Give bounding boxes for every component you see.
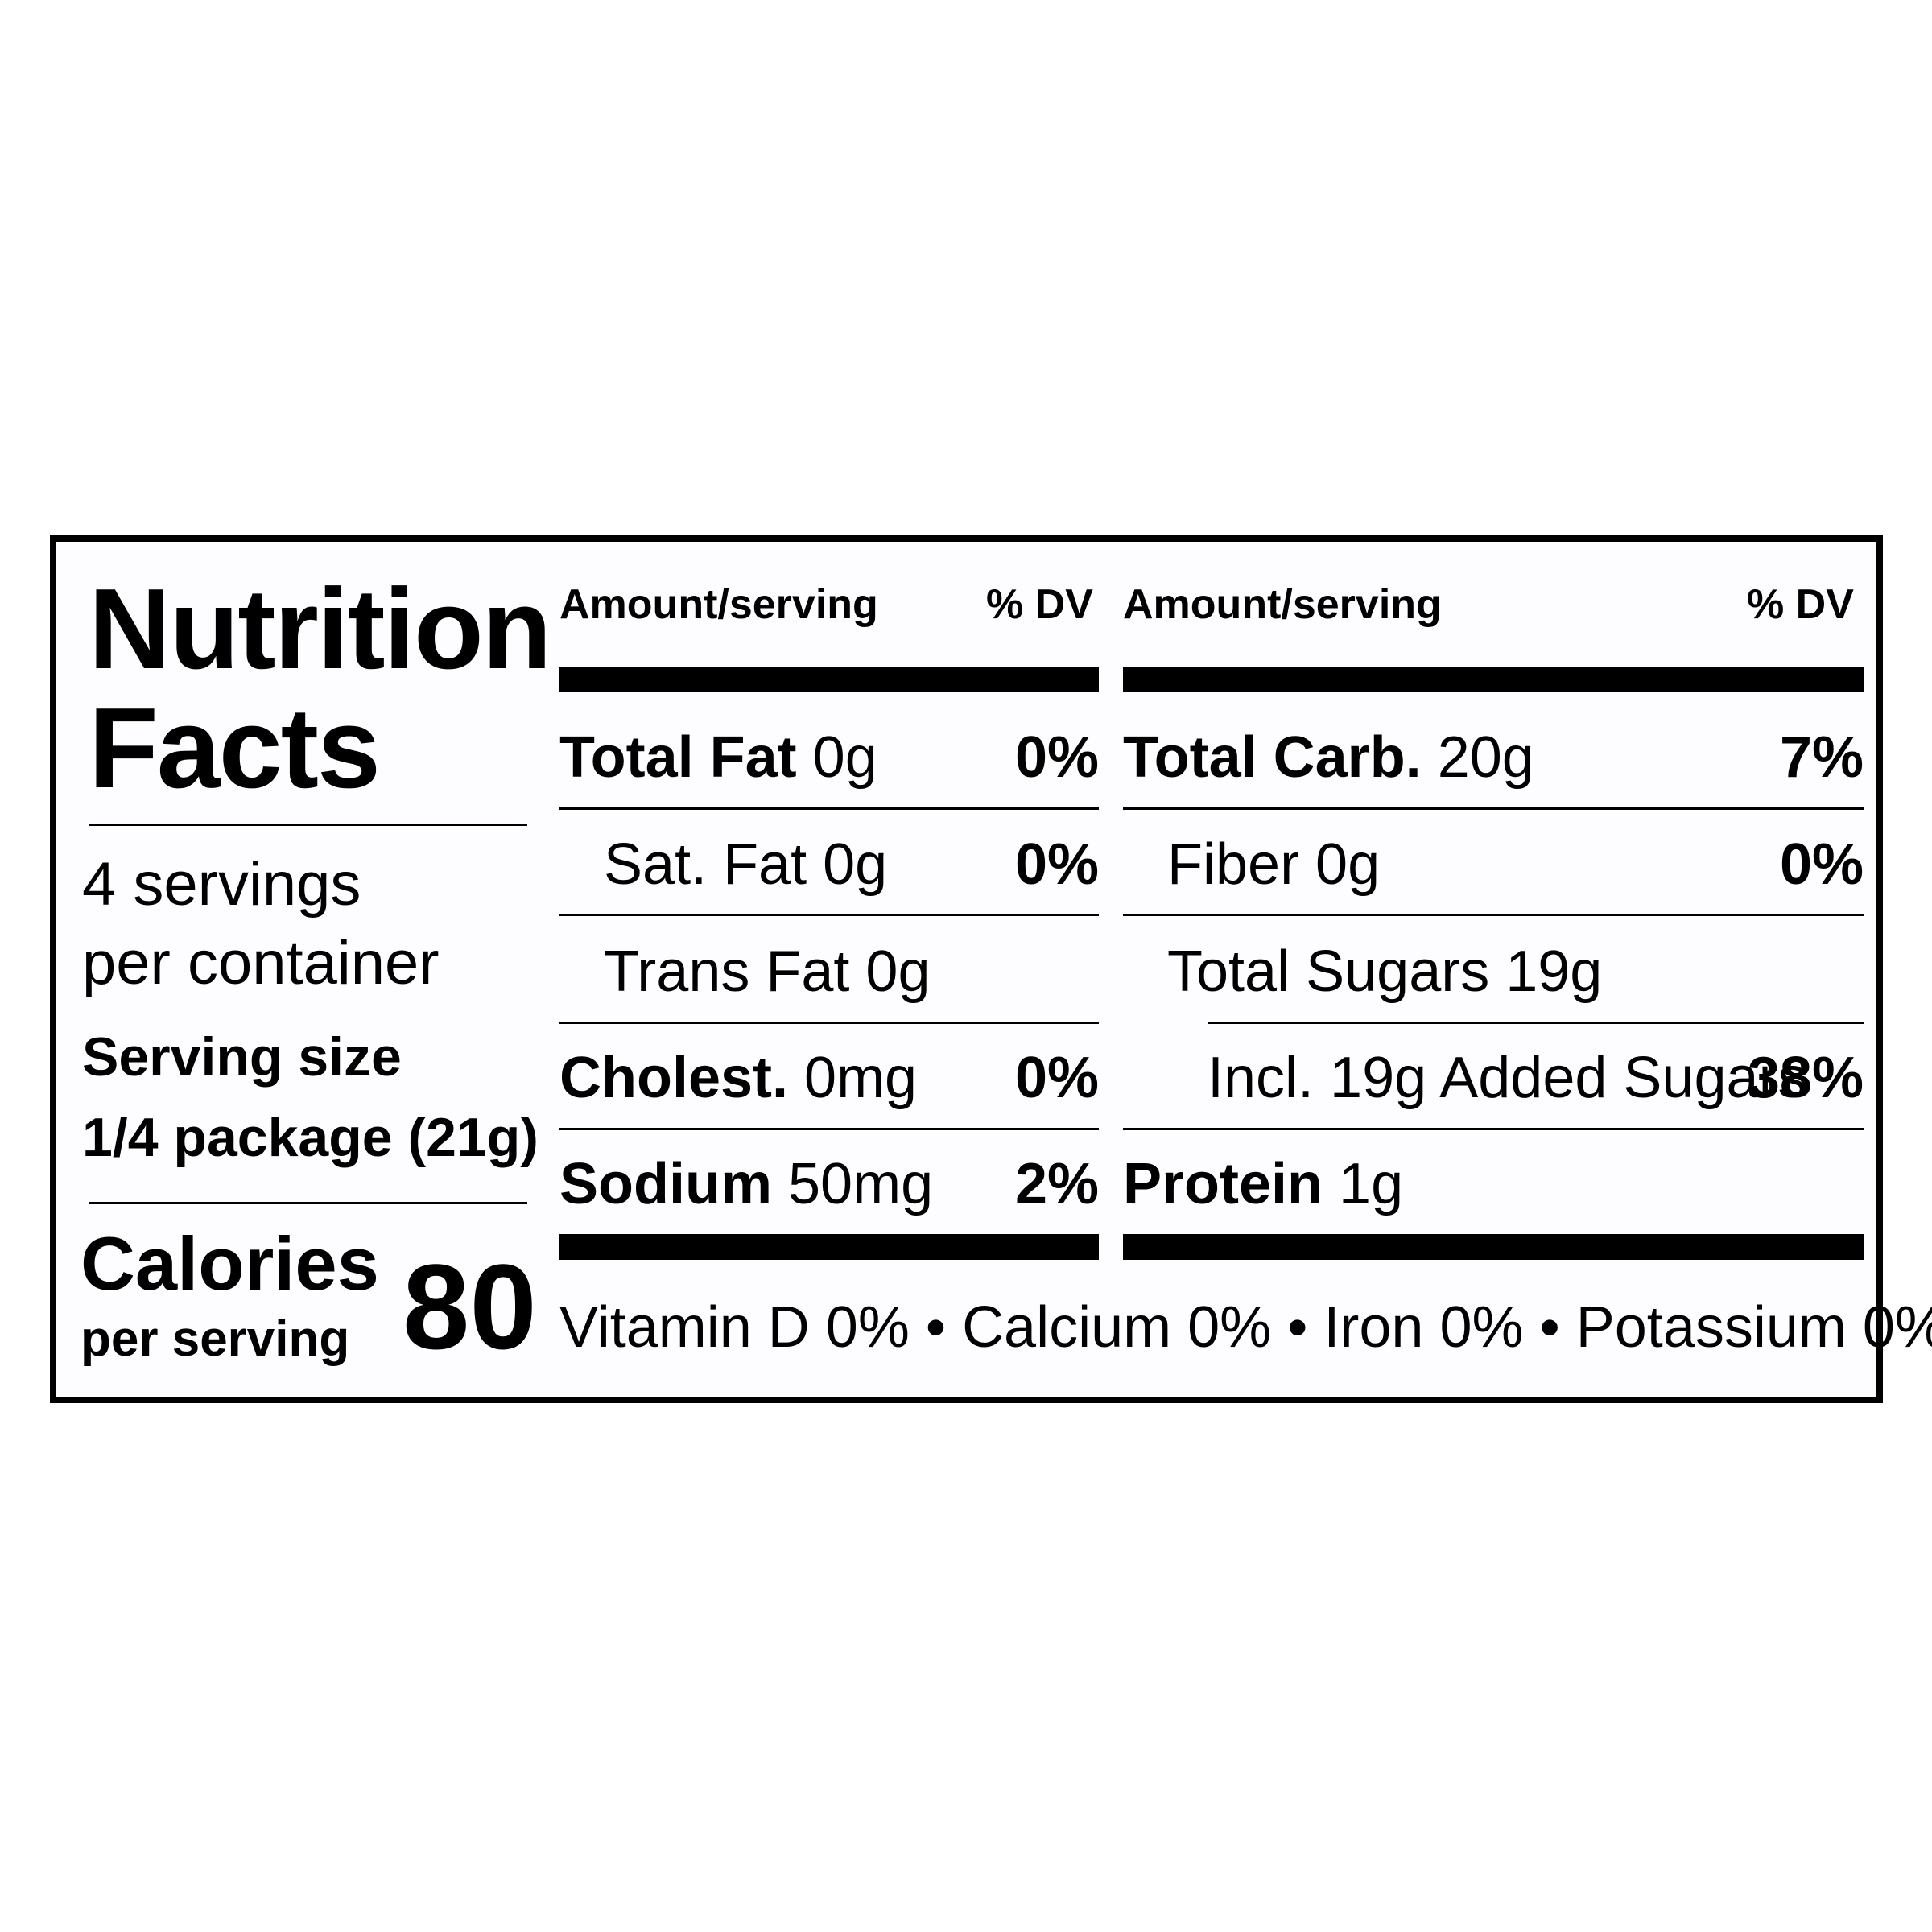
calories-value: 80	[402, 1239, 537, 1374]
thick-rule	[559, 1234, 1099, 1260]
dv-cholesterol: 0%	[1014, 1046, 1099, 1110]
thick-rule	[559, 667, 1099, 692]
divider	[559, 807, 1099, 810]
dv-fiber: 0%	[1779, 832, 1864, 897]
divider	[1208, 1022, 1864, 1024]
serving-size: Serving size 1/4 package (21g)	[82, 1026, 539, 1168]
servings-per-container: 4 servings per container	[82, 850, 440, 997]
right-header-amount: Amount/serving	[1123, 581, 1442, 628]
nutrient-sodium: Sodium 50mg	[559, 1152, 934, 1216]
nutrient-cholesterol: Cholest. 0mg	[559, 1046, 918, 1110]
divider	[1123, 914, 1864, 916]
dv-total-carb: 7%	[1779, 725, 1864, 790]
dv-total-fat: 0%	[1014, 725, 1099, 790]
divider	[1123, 807, 1864, 810]
dv-added-sugars: 38%	[1747, 1046, 1864, 1110]
nutrient-total-sugars: Total Sugars 19g	[1167, 939, 1603, 1004]
title-nutrition: Nutrition	[89, 565, 552, 693]
nutrient-total-carb: Total Carb. 20g	[1123, 725, 1534, 790]
nutrient-trans-fat: Trans Fat 0g	[604, 939, 931, 1004]
nutrient-sat-fat: Sat. Fat 0g	[604, 832, 888, 897]
calories-subtitle: per serving	[80, 1311, 350, 1367]
nutrient-total-fat: Total Fat 0g	[559, 725, 877, 790]
nutrient-protein: Protein 1g	[1123, 1152, 1404, 1216]
nutrient-added-sugars: Incl. 19g Added Sugars	[1208, 1046, 1807, 1110]
left-header-amount: Amount/serving	[559, 581, 878, 628]
thick-rule	[1123, 667, 1864, 692]
thick-rule	[1123, 1234, 1864, 1260]
vitamins-minerals: Vitamin D 0% • Calcium 0% • Iron 0% • Po…	[559, 1295, 1932, 1360]
dv-sat-fat: 0%	[1014, 832, 1099, 897]
nutrient-fiber: Fiber 0g	[1167, 832, 1381, 897]
divider	[559, 1022, 1099, 1024]
title-facts: Facts	[89, 684, 381, 812]
divider	[89, 824, 527, 826]
divider	[89, 1202, 527, 1204]
nutrition-facts-panel: Nutrition Facts 4 servings per container…	[50, 535, 1932, 1403]
left-header-dv: % DV	[986, 581, 1093, 628]
dv-sodium: 2%	[1014, 1152, 1099, 1216]
divider	[1123, 1128, 1864, 1130]
right-header-dv: % DV	[1747, 581, 1854, 628]
divider	[559, 1128, 1099, 1130]
divider	[559, 914, 1099, 916]
calories-label: Calories	[80, 1221, 379, 1306]
